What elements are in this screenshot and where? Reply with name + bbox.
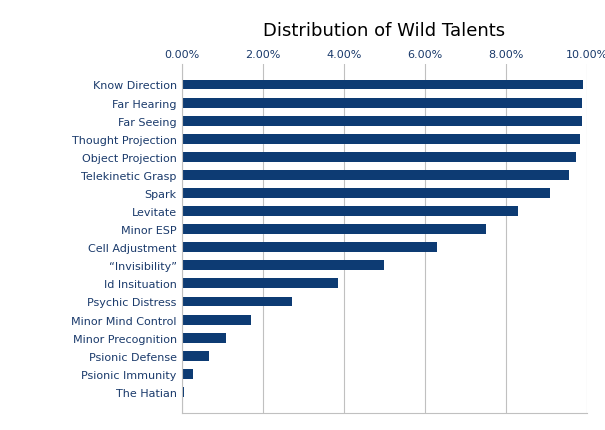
Bar	[182, 171, 569, 181]
Bar	[182, 224, 486, 235]
Bar	[182, 369, 193, 379]
Bar	[182, 333, 226, 343]
Bar	[182, 98, 582, 108]
Bar	[182, 297, 292, 307]
Bar	[182, 351, 209, 361]
Title: Distribution of Wild Talents: Distribution of Wild Talents	[263, 22, 505, 40]
Bar	[182, 279, 338, 289]
Bar	[182, 80, 583, 90]
Bar	[182, 387, 183, 397]
Bar	[182, 135, 580, 144]
Bar	[182, 243, 437, 253]
Bar	[182, 207, 518, 217]
Bar	[182, 315, 251, 325]
Bar	[182, 189, 551, 199]
Bar	[182, 117, 581, 126]
Bar	[182, 261, 384, 270]
Bar	[182, 153, 575, 163]
